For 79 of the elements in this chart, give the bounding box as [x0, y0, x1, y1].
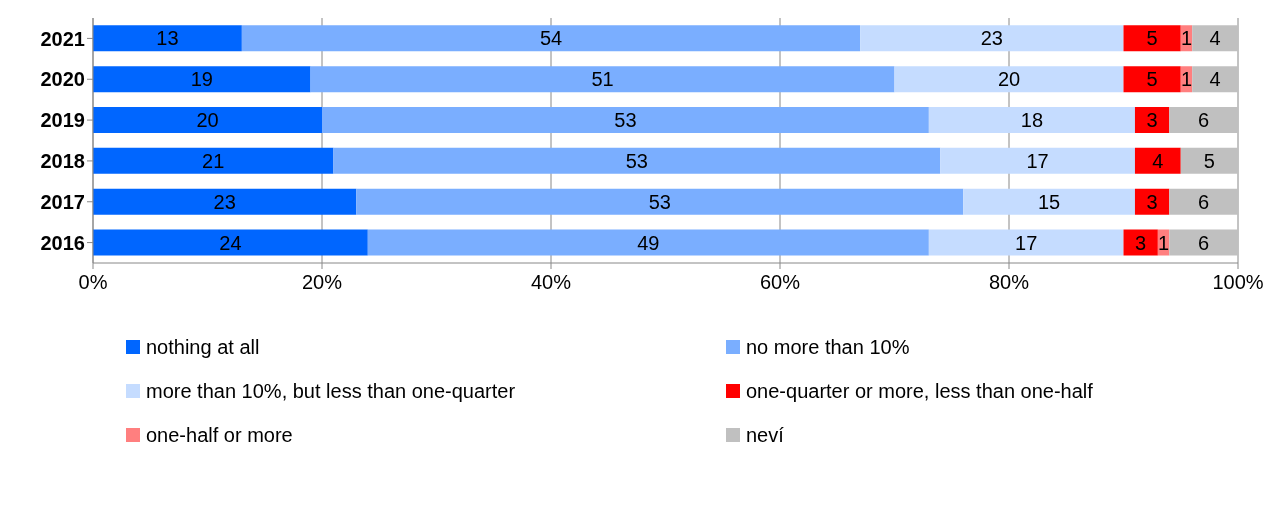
y-tick-label: 2017 — [40, 190, 85, 213]
x-tick-label: 20% — [301, 271, 343, 294]
bar — [1123, 66, 1181, 93]
bar — [356, 188, 964, 215]
legend-label: one-quarter or more, less than one-half — [746, 379, 1093, 403]
bar — [1169, 107, 1238, 134]
bar — [1169, 229, 1238, 256]
legend-label: nothing at all — [146, 335, 260, 359]
data-label: 53 — [625, 149, 648, 172]
y-tick-label: 2019 — [40, 109, 85, 132]
data-label: 4 — [1152, 149, 1164, 172]
legend-label: one-half or more — [146, 423, 293, 447]
y-tick-label: 2018 — [40, 150, 85, 173]
bar — [860, 25, 1124, 52]
data-label: 1 — [1180, 68, 1193, 91]
data-label: 5 — [1146, 68, 1158, 91]
bar — [93, 147, 334, 174]
bar — [1134, 147, 1181, 174]
x-tick-label: 100% — [1212, 271, 1264, 294]
x-tick-label: 40% — [530, 271, 572, 294]
bar — [1192, 25, 1238, 52]
bar — [928, 107, 1135, 134]
bar — [322, 107, 929, 134]
data-label: 53 — [648, 190, 671, 213]
bar — [333, 147, 941, 174]
data-label: 3 — [1135, 231, 1147, 254]
data-label: 20 — [196, 109, 219, 132]
bar — [93, 229, 368, 256]
data-label: 6 — [1198, 231, 1210, 254]
data-label: 18 — [1020, 109, 1044, 132]
data-label: 54 — [539, 27, 563, 50]
bar — [93, 25, 242, 52]
y-tick-label: 2016 — [40, 231, 85, 254]
bar — [940, 147, 1135, 174]
data-label: 21 — [202, 149, 225, 172]
legend-label: neví — [746, 423, 784, 447]
data-label: 1 — [1180, 27, 1193, 50]
bar — [93, 107, 322, 134]
data-label: 3 — [1146, 109, 1158, 132]
data-label: 17 — [1026, 149, 1049, 172]
bar — [310, 66, 895, 93]
data-label: 51 — [591, 68, 614, 91]
data-label: 20 — [997, 68, 1021, 91]
y-tick-label: 2020 — [40, 68, 85, 91]
bar — [928, 229, 1124, 256]
bar — [93, 188, 357, 215]
bar — [1180, 147, 1238, 174]
bar — [1123, 229, 1158, 256]
legend-label: more than 10%, but less than one-quarter — [146, 379, 516, 403]
data-label: 6 — [1198, 190, 1210, 213]
data-label: 23 — [980, 27, 1003, 50]
data-label: 3 — [1146, 190, 1158, 213]
bar — [894, 66, 1124, 93]
bar — [1123, 25, 1181, 52]
data-label: 4 — [1209, 27, 1221, 50]
data-label: 49 — [637, 231, 660, 254]
data-label: 5 — [1146, 27, 1158, 50]
data-label: 6 — [1198, 109, 1210, 132]
bar — [963, 188, 1135, 215]
data-label: 53 — [614, 109, 637, 132]
bar — [1192, 66, 1238, 93]
bar — [93, 66, 311, 93]
data-label: 19 — [190, 68, 213, 91]
bar — [367, 229, 929, 256]
data-label: 13 — [156, 27, 179, 50]
data-label: 17 — [1015, 231, 1038, 254]
x-tick-label: 60% — [759, 271, 801, 294]
bar — [1169, 188, 1238, 215]
data-label: 24 — [219, 231, 242, 254]
data-label: 4 — [1209, 68, 1221, 91]
data-label: 23 — [213, 190, 236, 213]
data-label: 15 — [1037, 190, 1061, 213]
data-label: 1 — [1158, 231, 1170, 254]
legend-label: no more than 10% — [746, 335, 910, 359]
y-tick-label: 2021 — [40, 27, 85, 50]
bar — [241, 25, 861, 52]
x-tick-label: 80% — [988, 271, 1030, 294]
x-tick-label: 0% — [78, 271, 108, 294]
data-label: 5 — [1203, 149, 1215, 172]
